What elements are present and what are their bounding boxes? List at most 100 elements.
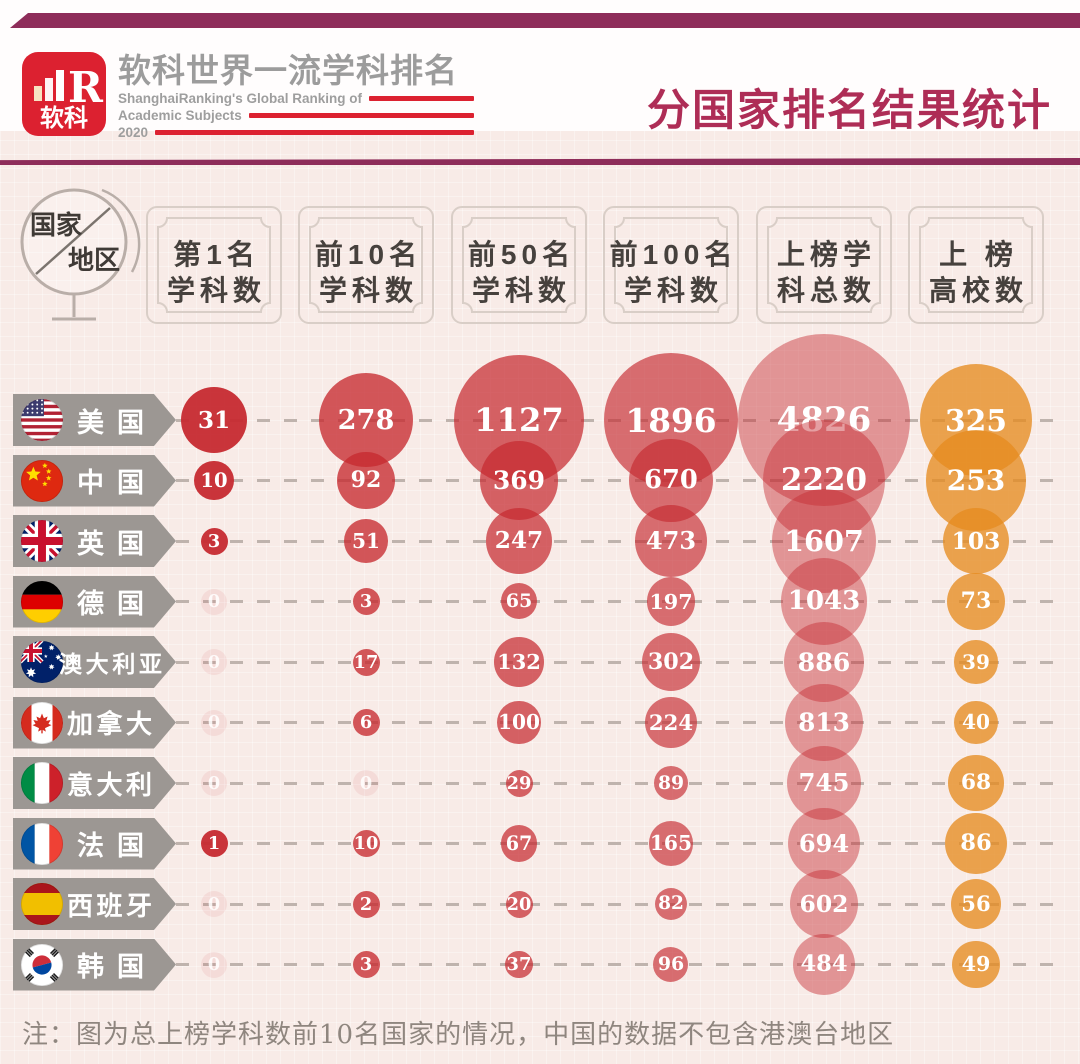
logo-mark: R 软科: [34, 63, 104, 132]
country-name: 英国: [77, 528, 144, 559]
bubble-es-col4: 82: [654, 887, 688, 921]
bubble-gb-col6: 103: [942, 507, 1010, 575]
row-dashed-line: [176, 842, 1058, 845]
flag-kr-icon: [20, 943, 64, 987]
bubble-de-col1: 0: [201, 588, 227, 615]
bubble-ca-col2: 6: [352, 709, 380, 736]
row-dashed-line: [176, 902, 1058, 906]
column-header-5: 上榜学 科总数: [756, 206, 892, 324]
bubble-cn-col3: 369: [479, 441, 559, 520]
brand-subtitle-line2: Academic Subjects: [118, 108, 474, 123]
bubble-es-col2: 2: [352, 890, 380, 918]
bubble-gb-col3: 247: [486, 508, 552, 574]
bubble-gb-col4: 473: [635, 505, 707, 577]
row-dashed-line: [176, 479, 1058, 482]
logo-r-glyph: R: [68, 63, 104, 112]
country-name: 中国: [77, 468, 144, 498]
country-banner-cn: 中国: [13, 455, 176, 507]
bubble-it-col3: 29: [505, 769, 533, 797]
bubble-ca-col6: 40: [954, 700, 998, 745]
column-header-4: 前100名 学科数: [603, 206, 739, 324]
column-header-label: 上 榜: [939, 239, 1018, 270]
country-banner-au: 澳大利亚: [13, 636, 176, 688]
country-banner-de: 德国: [13, 576, 176, 628]
header-divider: [0, 158, 1080, 165]
bubble-fr-col5: 694: [788, 807, 860, 880]
bubble-kr-col2: 3: [352, 951, 380, 978]
flag-es-icon: [20, 882, 64, 926]
column-header-6: 上 榜 高校数: [908, 206, 1044, 324]
flag-gb-icon: [20, 519, 64, 563]
bubble-de-col2: 3: [352, 588, 380, 615]
bubble-it-col5: 745: [786, 745, 862, 821]
bubble-es-col1: 0: [201, 891, 227, 917]
country-name: 加拿大: [67, 709, 152, 739]
column-header-label: 上榜学: [776, 239, 876, 270]
red-rule-icon: [155, 130, 474, 135]
bubble-au-col2: 17: [352, 648, 380, 676]
brand-subtitle-line1: ShanghaiRanking's Global Ranking of: [118, 91, 474, 106]
country-banner-gb: 英国: [13, 515, 176, 567]
bubble-es-col3: 20: [505, 890, 533, 918]
bubble-us-col1: 31: [181, 387, 247, 453]
flag-de-icon: [20, 580, 64, 624]
corner-label-line1: 国家: [30, 210, 82, 240]
column-header-label: 第1名: [173, 239, 260, 270]
column-header-label: 科总数: [776, 275, 876, 306]
brand-year-line: 2020: [118, 125, 474, 140]
column-header-label: 高校数: [928, 275, 1028, 306]
bubble-ca-col1: 0: [201, 709, 227, 736]
bubble-es-col6: 56: [950, 878, 1002, 930]
corner-label-line2: 地区: [68, 245, 120, 275]
country-name: 德国: [77, 589, 144, 619]
shangharanking-logo-icon: R 软科: [22, 52, 106, 136]
bubble-es-col5: 602: [790, 870, 858, 938]
bubble-au-col6: 39: [954, 640, 998, 684]
flag-us-icon: [20, 398, 64, 442]
globe-country-region-icon: 国家 地区: [20, 188, 141, 321]
bubble-au-col1: 0: [201, 649, 227, 675]
bubble-cn-col5: 2220: [763, 419, 885, 542]
bubble-au-col5: 886: [783, 621, 865, 703]
country-name: 法国: [77, 831, 144, 861]
page-title: 分国家排名结果统计: [647, 87, 1052, 135]
country-banner-us: 美国: [13, 394, 176, 446]
brand-title: 软科世界一流学科排名: [118, 52, 458, 89]
row-dashed-line: [176, 660, 1058, 664]
bubble-gb-col5: 1607: [771, 488, 877, 594]
bubble-kr-col5: 484: [793, 933, 855, 996]
column-header-label: 前100名: [609, 239, 738, 270]
country-name: 西班牙: [67, 890, 152, 921]
bubble-fr-col3: 67: [500, 825, 538, 862]
column-header-3: 前50名 学科数: [451, 206, 587, 324]
column-header-label: 学科数: [471, 275, 571, 306]
country-banner-ca: 加拿大: [13, 697, 176, 749]
column-header-label: 前10名: [314, 239, 423, 270]
flag-ca-icon: [20, 701, 64, 745]
bubble-cn-col6: 253: [925, 430, 1027, 531]
brand-block: 软科世界一流学科排名 ShanghaiRanking's Global Rank…: [118, 53, 474, 140]
column-header-label: 学科数: [318, 275, 418, 306]
header-frame-icon: [603, 206, 739, 324]
header-frame-icon: [451, 206, 587, 324]
bubble-au-col3: 132: [494, 637, 544, 687]
row-dashed-line: [176, 963, 1058, 966]
bubble-kr-col4: 96: [653, 946, 689, 982]
logo-brand-cn: 软科: [40, 104, 88, 132]
bubble-gb-col2: 51: [344, 519, 388, 563]
flag-fr-icon: [20, 822, 64, 866]
row-dashed-line: [176, 721, 1058, 724]
header-frame-icon: [298, 206, 434, 324]
bubble-it-col2: 0: [353, 770, 379, 796]
bubble-it-col1: 0: [201, 770, 227, 796]
bubble-us-col2: 278: [319, 373, 413, 467]
bubble-fr-col6: 86: [945, 812, 1007, 875]
bubble-ca-col3: 100: [497, 700, 541, 745]
country-name: 韩国: [77, 952, 144, 982]
row-dashed-line: [176, 600, 1058, 603]
header-frame-icon: [756, 206, 892, 324]
column-header-2: 前10名 学科数: [298, 206, 434, 324]
top-accent-bar: [10, 13, 1080, 28]
column-header-1: 第1名 学科数: [146, 206, 282, 324]
bubble-kr-col1: 0: [201, 951, 227, 978]
